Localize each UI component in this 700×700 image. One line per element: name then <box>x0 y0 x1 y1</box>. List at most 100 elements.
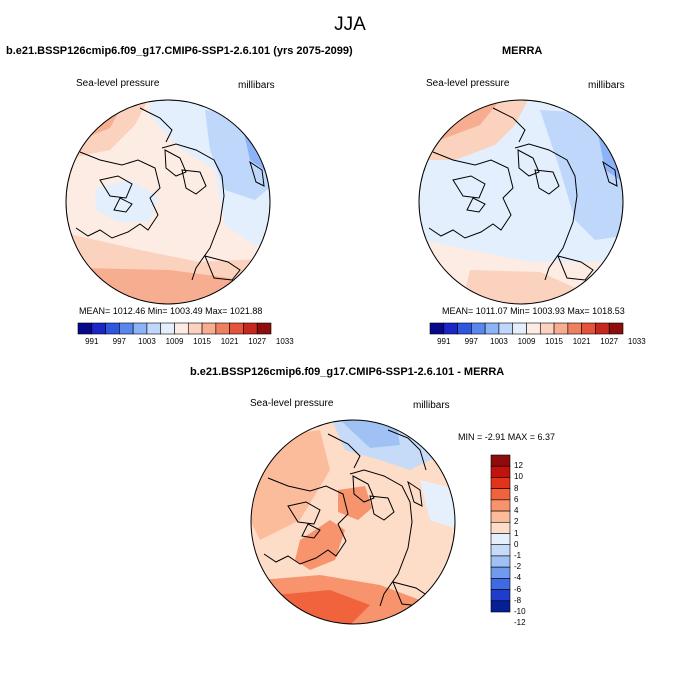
model-colorbar-swatch <box>105 322 120 335</box>
panel-model-map <box>66 100 270 304</box>
diff-colorbar-swatch <box>490 589 511 602</box>
model-colorbar-swatch <box>256 322 272 335</box>
panel-model-map-border <box>65 99 271 305</box>
diff-colorbar-swatch <box>490 544 511 557</box>
merra-colorbar-swatch <box>526 322 541 335</box>
figure-title: JJA <box>334 14 366 35</box>
diff-colorbar-swatch <box>490 510 511 523</box>
panel-model-colorbar <box>77 322 272 335</box>
merra-colorbar-tick-label: 1003 <box>490 337 508 346</box>
panel-merra-units-label: millibars <box>588 80 625 91</box>
panel-model-stats: MEAN= 1012.46 Min= 1003.49 Max= 1021.88 <box>79 306 263 316</box>
diff-east-negative-region <box>420 480 455 530</box>
panel-merra-map-border <box>418 99 624 305</box>
model-colorbar-swatch <box>215 322 230 335</box>
merra-colorbar-swatch <box>567 322 582 335</box>
merra-colorbar-tick-label: 997 <box>464 337 479 346</box>
diff-colorbar-swatch <box>490 566 511 579</box>
diff-colorbar-swatch <box>490 521 511 534</box>
merra-colorbar-swatch <box>539 322 555 335</box>
diff-colorbar-swatch <box>490 600 511 613</box>
model-colorbar-swatch <box>146 322 162 335</box>
model-colorbar-swatch <box>119 322 134 335</box>
diff-colorbar-swatch <box>490 488 511 501</box>
diff-colorbar-tick-label: -12 <box>514 618 526 628</box>
model-colorbar-swatch <box>187 322 203 335</box>
merra-colorbar-swatch <box>484 322 500 335</box>
merra-colorbar-swatch <box>512 322 527 335</box>
model-colorbar-tick-label: 1021 <box>220 337 239 346</box>
diff-colorbar-tick-label: 12 <box>514 461 523 471</box>
merra-colorbar-swatch <box>429 322 445 335</box>
model-colorbar-swatch <box>201 322 217 335</box>
diff-colorbar-tick-label: -1 <box>514 550 522 560</box>
merra-colorbar-swatch <box>457 322 472 335</box>
panel-merra-stats: MEAN= 1011.07 Min= 1003.93 Max= 1018.53 <box>442 306 625 316</box>
model-colorbar-swatch <box>132 322 148 335</box>
merra-colorbar-tick-label: 1015 <box>545 337 563 346</box>
model-colorbar-tick-label: 997 <box>112 337 127 346</box>
merra-colorbar-tick-label: 1033 <box>627 337 646 346</box>
model-colorbar-swatch <box>229 322 244 335</box>
diff-colorbar-tick-label: 1 <box>514 528 519 538</box>
diff-colorbar-tick-label: -2 <box>514 562 522 572</box>
model-colorbar-tick-label: 1027 <box>248 337 267 346</box>
diff-colorbar-swatch <box>490 555 511 568</box>
model-colorbar-tick-label: 1033 <box>275 337 294 346</box>
diff-colorbar-tick-label: 2 <box>514 517 519 527</box>
panel-diff-variable-label: Sea-level pressure <box>250 398 334 409</box>
merra-colorbar-tick-label: 1027 <box>600 337 619 346</box>
merra-colorbar-swatch <box>443 322 458 335</box>
diff-colorbar-tick-label: 6 <box>514 494 519 504</box>
model-colorbar-tick-label: 991 <box>85 337 99 346</box>
panel-model-title: b.e21.BSSP126cmip6.f09_g17.CMIP6-SSP1-2.… <box>6 45 353 57</box>
model-colorbar-swatch <box>243 322 258 335</box>
merra-colorbar-swatch <box>581 322 596 335</box>
panel-diff-title: b.e21.BSSP126cmip6.f09_g17.CMIP6-SSP1-2.… <box>190 366 505 378</box>
diff-colorbar-tick-label: 0 <box>514 539 519 549</box>
model-colorbar-swatch <box>174 322 189 335</box>
diff-colorbar-swatch <box>490 465 511 478</box>
model-colorbar-swatch <box>160 322 175 335</box>
diff-colorbar-tick-label: -8 <box>514 595 522 605</box>
diff-colorbar-swatch <box>490 499 511 512</box>
merra-colorbar-tick-label: 1021 <box>572 337 591 346</box>
panel-model-units-label: millibars <box>238 80 275 91</box>
diff-colorbar-tick-label: -4 <box>514 573 522 583</box>
panel-diff-map-border <box>250 419 456 625</box>
panel-merra-variable-label: Sea-level pressure <box>426 78 510 89</box>
merra-colorbar-swatch <box>471 322 486 335</box>
diff-colorbar-swatch <box>490 477 511 489</box>
merra-colorbar-swatch <box>498 322 514 335</box>
diff-coastlines <box>263 429 429 607</box>
panel-merra-colorbar <box>429 322 624 335</box>
panel-diff-stats: MIN = -2.91 MAX = 6.37 <box>458 432 556 442</box>
model-colorbar-swatch <box>77 322 93 335</box>
merra-colorbar-swatch <box>595 322 610 335</box>
diff-colorbar-swatch <box>490 454 511 467</box>
panel-merra-title: MERRA <box>502 45 543 57</box>
panel-model-variable-label: Sea-level pressure <box>76 78 160 89</box>
merra-colorbar-tick-label: 1009 <box>517 337 536 346</box>
merra-colorbar-swatch <box>553 322 569 335</box>
model-colorbar-tick-label: 1015 <box>193 337 211 346</box>
model-colorbar-tick-label: 1009 <box>165 337 184 346</box>
diff-canada-high-region <box>295 520 345 570</box>
diff-colorbar-swatch <box>490 533 511 546</box>
diff-colorbar-tick-label: 4 <box>514 506 519 516</box>
panel-merra-map <box>419 100 623 304</box>
merra-colorbar-tick-label: 991 <box>437 337 451 346</box>
merra-colorbar-swatch <box>608 322 624 335</box>
diff-colorbar-tick-label: -10 <box>514 607 526 616</box>
diff-colorbar-tick-label: 8 <box>514 483 519 493</box>
model-colorbar-swatch <box>91 322 106 335</box>
panel-diff-map <box>251 420 455 624</box>
diff-central-high-region <box>338 486 372 520</box>
diff-colorbar-tick-label: 10 <box>514 472 523 482</box>
diff-colorbar-swatch <box>490 578 511 590</box>
model-colorbar-tick-label: 1003 <box>138 337 156 346</box>
panel-diff-units-label: millibars <box>413 400 450 411</box>
panel-diff-colorbar <box>490 454 511 613</box>
